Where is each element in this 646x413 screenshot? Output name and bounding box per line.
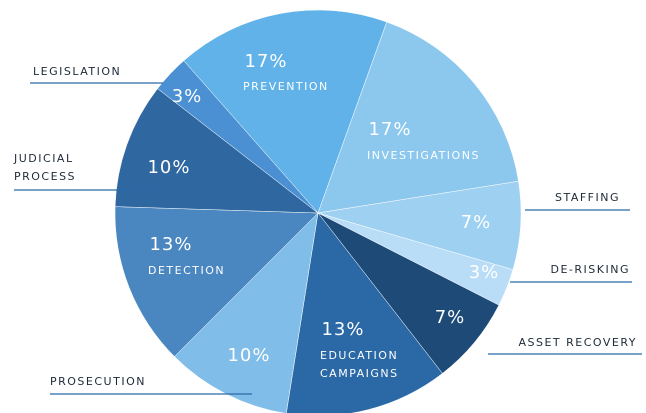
value-label: 17%	[244, 51, 287, 72]
slice-name: DE-RISKING	[551, 263, 630, 276]
pie-slice	[286, 212, 443, 413]
slice-name: DETECTION	[148, 264, 225, 277]
slice-name: ASSET RECOVERY	[518, 336, 637, 349]
pie-slice	[114, 88, 319, 214]
value-label: 3%	[469, 262, 500, 283]
value-label: 7%	[461, 212, 492, 233]
pie-slice	[317, 21, 519, 214]
value-label: 17%	[368, 119, 411, 140]
slice-name: PROSECUTION	[50, 375, 146, 388]
value-label: 3%	[172, 86, 203, 107]
slice-name: STAFFING	[555, 191, 620, 204]
pie-slice	[114, 206, 319, 357]
slice-name: INVESTIGATIONS	[367, 149, 480, 162]
slice-name: EDUCATION CAMPAIGNS	[320, 349, 399, 380]
value-label: 13%	[321, 319, 364, 340]
pie-slice	[157, 60, 319, 214]
slice-name: PREVENTION	[243, 80, 329, 93]
slice-name: JUDICIAL PROCESS	[13, 152, 76, 183]
value-label: 10%	[227, 345, 270, 366]
value-label: 7%	[435, 307, 466, 328]
value-label: 10%	[147, 157, 190, 178]
slice-name: LEGISLATION	[33, 65, 121, 78]
value-label: 13%	[149, 234, 192, 255]
